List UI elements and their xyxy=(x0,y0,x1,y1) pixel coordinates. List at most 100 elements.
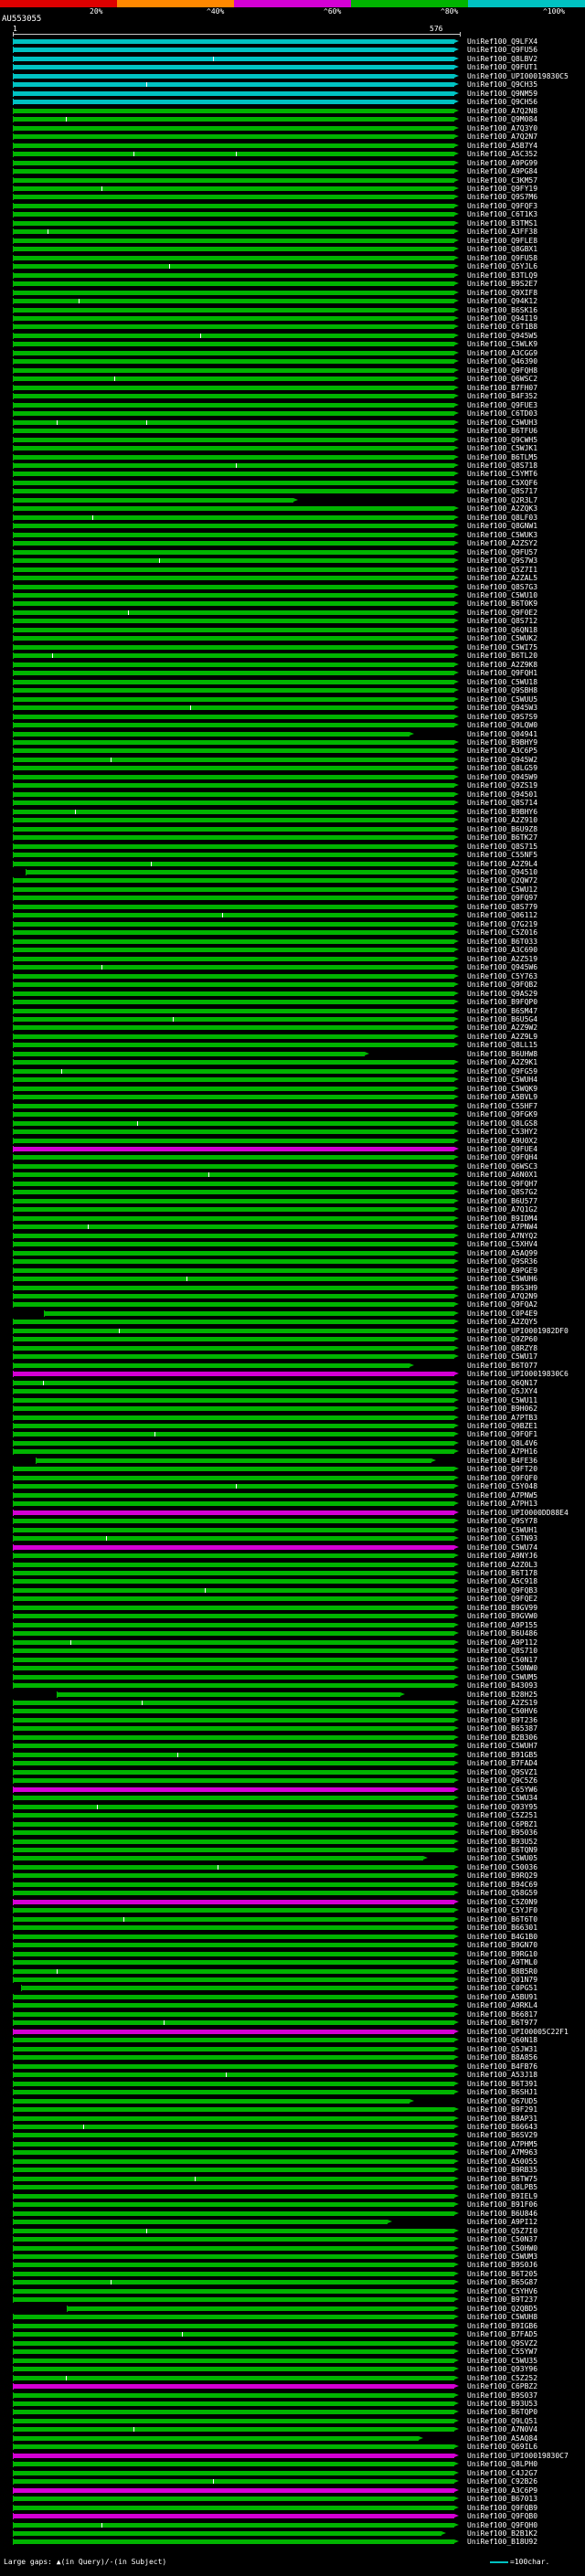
hit-accession-label[interactable]: UniRef100_C55HF7 xyxy=(467,1101,538,1110)
hit-accession-label[interactable]: UniRef100_Q9CWH5 xyxy=(467,435,538,444)
hit-accession-label[interactable]: UniRef100_C5WU17 xyxy=(467,1352,538,1362)
hit-accession-label[interactable]: UniRef100_Q9CH56 xyxy=(467,98,538,107)
hit-alignment-bar[interactable] xyxy=(13,1112,454,1118)
hit-accession-label[interactable]: UniRef100_A7N0V4 xyxy=(467,2425,538,2434)
hit-accession-label[interactable]: UniRef100_Q9SY78 xyxy=(467,1517,538,1526)
hit-alignment-bar[interactable] xyxy=(13,896,454,901)
hit-accession-label[interactable]: UniRef100_A3C690 xyxy=(467,946,538,955)
hit-accession-label[interactable]: UniRef100_Q8S717 xyxy=(467,487,538,496)
hit-alignment-bar[interactable] xyxy=(13,576,454,581)
hit-alignment-bar[interactable] xyxy=(13,1198,454,1203)
hit-accession-label[interactable]: UniRef100_B7FAD4 xyxy=(467,1759,538,1768)
hit-alignment-bar[interactable] xyxy=(13,1415,454,1420)
hit-alignment-bar[interactable] xyxy=(13,1277,454,1282)
hit-accession-label[interactable]: UniRef100_C5WU10 xyxy=(467,591,538,599)
hit-accession-label[interactable]: UniRef100_B6TLM5 xyxy=(467,452,538,461)
hit-accession-label[interactable]: UniRef100_A7Q2N7 xyxy=(467,133,538,142)
hit-alignment-bar[interactable] xyxy=(13,1008,454,1013)
hit-alignment-bar[interactable] xyxy=(13,1440,454,1446)
hit-alignment-bar[interactable] xyxy=(26,870,454,875)
hit-accession-label[interactable]: UniRef100_Q94510 xyxy=(467,868,538,876)
hit-accession-label[interactable]: UniRef100_Q9C5Z6 xyxy=(467,1776,538,1786)
hit-alignment-bar[interactable] xyxy=(13,1579,454,1585)
hit-alignment-bar[interactable] xyxy=(13,480,454,485)
hit-accession-label[interactable]: UniRef100_A2ZAL5 xyxy=(467,574,538,583)
hit-accession-label[interactable]: UniRef100_Q9FU57 xyxy=(467,547,538,557)
hit-alignment-bar[interactable] xyxy=(13,1553,454,1559)
hit-alignment-bar[interactable] xyxy=(13,1752,454,1757)
hit-alignment-bar[interactable] xyxy=(13,2323,454,2328)
hit-alignment-bar[interactable] xyxy=(13,2055,454,2061)
hit-alignment-bar[interactable] xyxy=(13,2505,454,2510)
hit-accession-label[interactable]: UniRef100_A2ZS19 xyxy=(467,1699,538,1707)
hit-accession-label[interactable]: UniRef100_C65YW6 xyxy=(467,1785,538,1794)
hit-accession-label[interactable]: UniRef100_C5WUH1 xyxy=(467,1525,538,1534)
hit-alignment-bar[interactable] xyxy=(13,316,454,321)
hit-alignment-bar[interactable] xyxy=(13,1709,454,1714)
hit-accession-label[interactable]: UniRef100_C5WUH6 xyxy=(467,1275,538,1284)
hit-alignment-bar[interactable] xyxy=(13,1639,454,1645)
hit-accession-label[interactable]: UniRef100_A7Q3Y0 xyxy=(467,123,538,133)
hit-accession-label[interactable]: UniRef100_Q9FQH1 xyxy=(467,669,538,678)
hit-alignment-bar[interactable] xyxy=(13,1734,454,1740)
hit-accession-label[interactable]: UniRef100_Q9FQH0 xyxy=(467,2520,538,2529)
hit-alignment-bar[interactable] xyxy=(13,1977,454,1982)
hit-accession-label[interactable]: UniRef100_A2Z9K8 xyxy=(467,660,538,669)
hit-accession-label[interactable]: UniRef100_A7PNW4 xyxy=(467,1223,538,1232)
hit-accession-label[interactable]: UniRef100_A7NYQ2 xyxy=(467,1231,538,1240)
hit-accession-label[interactable]: UniRef100_C50HW0 xyxy=(467,2243,538,2253)
hit-accession-label[interactable]: UniRef100_Q5Z7I1 xyxy=(467,565,538,574)
hit-accession-label[interactable]: UniRef100_Q9FQH8 xyxy=(467,366,538,375)
hit-alignment-bar[interactable] xyxy=(13,973,454,979)
hit-accession-label[interactable]: UniRef100_C5Z016 xyxy=(467,928,538,938)
hit-alignment-bar[interactable] xyxy=(13,1354,454,1360)
hit-alignment-bar[interactable] xyxy=(13,2410,454,2415)
hit-accession-label[interactable]: UniRef100_B6TK27 xyxy=(467,833,538,843)
hit-accession-label[interactable]: UniRef100_A9PGE9 xyxy=(467,1266,538,1275)
hit-alignment-bar[interactable] xyxy=(13,1389,454,1394)
hit-accession-label[interactable]: UniRef100_Q9FQB9 xyxy=(467,2503,538,2512)
hit-accession-label[interactable]: UniRef100_A9PG99 xyxy=(467,158,538,167)
hit-accession-label[interactable]: UniRef100_B4F352 xyxy=(467,392,538,401)
hit-accession-label[interactable]: UniRef100_B9F291 xyxy=(467,2105,538,2115)
hit-accession-label[interactable]: UniRef100_B66301 xyxy=(467,1924,538,1933)
hit-alignment-bar[interactable] xyxy=(13,1120,454,1126)
hit-alignment-bar[interactable] xyxy=(13,1025,454,1031)
hit-accession-label[interactable]: UniRef100_B6U5G4 xyxy=(467,1014,538,1023)
hit-alignment-bar[interactable] xyxy=(13,627,454,632)
hit-alignment-bar[interactable] xyxy=(13,1674,454,1680)
hit-alignment-bar[interactable] xyxy=(13,644,454,650)
hit-alignment-bar[interactable] xyxy=(13,65,454,70)
hit-accession-label[interactable]: UniRef100_UPI0001982DF0 xyxy=(467,1326,569,1335)
hit-alignment-bar[interactable] xyxy=(13,2133,454,2138)
hit-accession-label[interactable]: UniRef100_Q9BZE1 xyxy=(467,1422,538,1430)
hit-accession-label[interactable]: UniRef100_Q8LF03 xyxy=(467,513,538,522)
hit-alignment-bar[interactable] xyxy=(13,1891,454,1896)
hit-accession-label[interactable]: UniRef100_Q9FUT1 xyxy=(467,63,538,72)
hit-alignment-bar[interactable] xyxy=(13,904,454,909)
hit-alignment-bar[interactable] xyxy=(13,1916,454,1922)
hit-accession-label[interactable]: UniRef100_C92B26 xyxy=(467,2477,538,2486)
hit-alignment-bar[interactable] xyxy=(13,938,454,944)
hit-alignment-bar[interactable] xyxy=(13,1224,454,1230)
hit-alignment-bar[interactable] xyxy=(13,2427,454,2433)
hit-accession-label[interactable]: UniRef100_Q9XIF8 xyxy=(467,288,538,297)
hit-accession-label[interactable]: UniRef100_B6SK16 xyxy=(467,305,538,314)
hit-alignment-bar[interactable] xyxy=(13,679,454,684)
hit-accession-label[interactable]: UniRef100_Q2R3L7 xyxy=(467,495,538,504)
hit-accession-label[interactable]: UniRef100_C5Z0N9 xyxy=(467,1897,538,1906)
hit-accession-label[interactable]: UniRef100_B94C69 xyxy=(467,1880,538,1889)
hit-alignment-bar[interactable] xyxy=(13,1475,454,1480)
hit-alignment-bar[interactable] xyxy=(13,748,454,754)
hit-accession-label[interactable]: UniRef100_B8B5R0 xyxy=(467,1966,538,1976)
hit-alignment-bar[interactable] xyxy=(13,1821,454,1827)
hit-alignment-bar[interactable] xyxy=(13,2539,454,2545)
hit-alignment-bar[interactable] xyxy=(13,1769,454,1775)
hit-alignment-bar[interactable] xyxy=(13,766,454,771)
hit-accession-label[interactable]: UniRef100_C5WUH3 xyxy=(467,418,538,427)
hit-alignment-bar[interactable] xyxy=(13,203,454,208)
hit-alignment-bar[interactable] xyxy=(13,82,454,88)
hit-accession-label[interactable]: UniRef100_C6TD03 xyxy=(467,409,538,419)
hit-accession-label[interactable]: UniRef100_Q9FQB3 xyxy=(467,1585,538,1595)
hit-alignment-bar[interactable] xyxy=(13,489,454,494)
